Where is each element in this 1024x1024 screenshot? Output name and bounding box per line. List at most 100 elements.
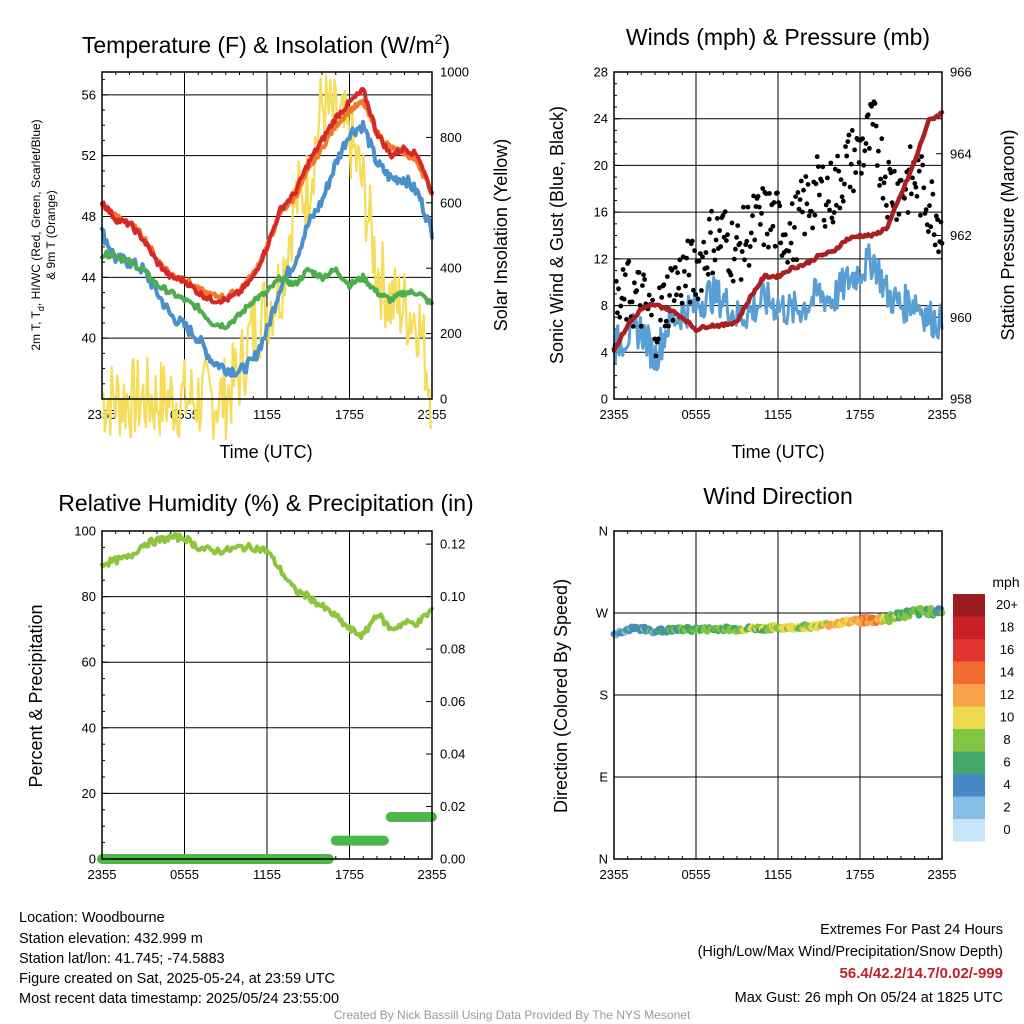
gust-point	[922, 211, 928, 216]
speed-legend-label: 2	[1003, 800, 1010, 815]
gust-point	[615, 310, 620, 316]
gust-point	[805, 182, 811, 187]
y-tick-label: 16	[594, 205, 608, 220]
gust-point	[695, 296, 701, 302]
y-tick-label: 12	[594, 251, 608, 266]
gust-point	[783, 232, 788, 238]
gust-point	[777, 203, 783, 209]
extremes-block: Extremes For Past 24 Hours (High/Low/Max…	[698, 922, 1003, 1006]
gust-point	[898, 177, 904, 183]
gust-point	[845, 139, 851, 145]
gust-point	[755, 194, 761, 199]
gust-point	[896, 211, 902, 217]
x-tick-label: 0555	[682, 407, 711, 422]
gust-point	[795, 190, 801, 195]
gust-point	[738, 277, 744, 282]
gust-point	[843, 144, 848, 150]
gust-point	[705, 271, 711, 277]
gust-point	[634, 288, 640, 293]
y2-tick-label: 0.10	[440, 589, 465, 604]
gust-point	[920, 162, 926, 168]
gust-point	[798, 178, 804, 184]
gust-point	[788, 240, 794, 246]
temperature-2m-line	[100, 87, 434, 305]
gust-point	[894, 217, 899, 223]
gust-point	[701, 239, 707, 245]
gust-point	[717, 228, 722, 233]
humidity-panel: Relative Humidity (%) & Precipitation (i…	[26, 490, 474, 882]
gust-point	[913, 184, 919, 190]
gust-point	[886, 159, 892, 165]
speed-legend-label: 12	[1000, 687, 1014, 702]
gust-point	[926, 229, 931, 234]
y-tick-label: 80	[82, 589, 96, 604]
y2-tick-label: 962	[950, 228, 972, 243]
x-tick-label: 0555	[170, 867, 199, 882]
gust-point	[785, 259, 790, 265]
speed-legend-swatch	[953, 684, 985, 707]
gust-point	[804, 201, 810, 207]
y2-tick-label: 964	[950, 146, 972, 161]
gust-point	[793, 194, 798, 200]
y-tick-label: 48	[82, 209, 96, 224]
gust-point	[759, 211, 764, 216]
plot-border	[613, 530, 943, 860]
gust-point	[902, 195, 907, 201]
gust-point	[613, 278, 619, 284]
gust-point	[797, 197, 803, 203]
gust-point	[771, 200, 777, 205]
x-tick-label: 2355	[88, 407, 117, 422]
speed-legend-swatch	[953, 639, 985, 662]
x-tick-label: 2355	[928, 867, 957, 882]
plot-border	[101, 530, 433, 860]
speed-legend-label: 8	[1003, 732, 1010, 747]
gust-point	[812, 212, 818, 218]
gust-point	[909, 191, 914, 197]
gust-point	[836, 168, 842, 174]
gust-point	[742, 257, 747, 263]
gust-point	[731, 256, 737, 262]
x-tick-label: 1155	[764, 867, 792, 882]
gust-point	[622, 272, 628, 278]
gust-point	[709, 208, 714, 214]
gust-point	[847, 184, 853, 190]
gust-point	[930, 191, 936, 197]
temperature-ylabel-line2: & 9m T (Orange)	[44, 190, 58, 280]
speed-legend-swatch	[953, 796, 985, 819]
speed-legend: mph 20+ 18 16 14 12 10 8 6 4 2 0	[953, 574, 1020, 842]
speed-legend-label: 16	[1000, 642, 1014, 657]
gust-point	[708, 230, 713, 236]
gust-point	[821, 217, 827, 223]
gust-point	[865, 112, 871, 118]
gust-point	[626, 259, 632, 264]
x-tick-label: 2355	[88, 867, 117, 882]
gust-point	[826, 199, 831, 205]
gust-point	[819, 178, 825, 184]
plot-border	[613, 71, 943, 400]
x-tick-label: 1755	[335, 867, 364, 882]
gust-point	[661, 282, 667, 288]
gust-point	[809, 209, 814, 214]
gust-point	[768, 227, 773, 233]
gust-point	[692, 248, 697, 254]
gust-point	[830, 219, 836, 225]
gust-point	[616, 286, 621, 292]
y-tick-label: 0	[601, 392, 608, 407]
y-tick-label: N	[599, 524, 608, 539]
gust-point	[761, 242, 767, 248]
speed-legend-swatch	[953, 706, 985, 729]
gust-point	[916, 168, 922, 174]
y-tick-label: 52	[82, 148, 96, 163]
x-tick-label: 1755	[846, 407, 875, 422]
gust-point	[662, 323, 668, 329]
gust-point	[666, 323, 671, 329]
gust-point	[663, 318, 669, 324]
speed-legend-label: 6	[1003, 755, 1010, 770]
gust-point	[712, 257, 718, 263]
y-tick-label: 20	[594, 158, 608, 173]
gust-point	[853, 170, 859, 176]
y2-tick-label: 200	[440, 326, 462, 341]
gust-point	[828, 160, 834, 166]
gust-point	[891, 168, 897, 174]
gust-point	[849, 127, 855, 133]
